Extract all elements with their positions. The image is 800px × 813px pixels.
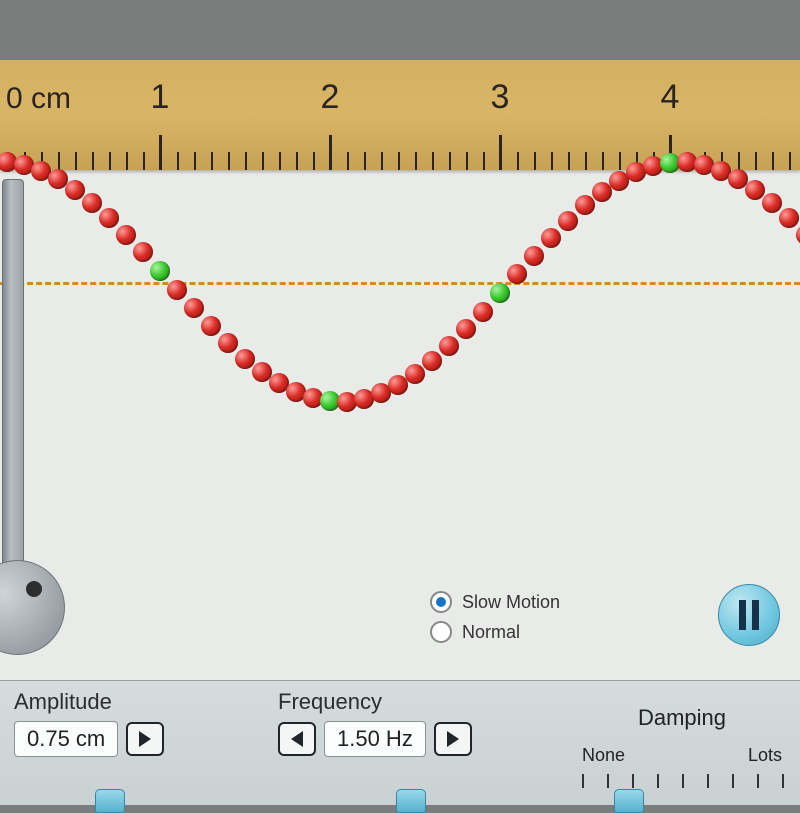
chevron-right-icon: [137, 730, 153, 748]
radio-icon: [430, 591, 452, 613]
frequency-control: Frequency 1.50 Hz: [278, 689, 472, 757]
damping-tick: [757, 774, 759, 788]
speed-radio-group: Slow Motion Normal: [430, 591, 560, 651]
damping-tick: [782, 774, 784, 788]
bead: [99, 208, 119, 228]
bead: [762, 193, 782, 213]
damping-tick: [632, 774, 634, 788]
bead: [65, 180, 85, 200]
bead: [524, 246, 544, 266]
bead: [439, 336, 459, 356]
pause-icon: [739, 600, 746, 630]
pause-icon: [752, 600, 759, 630]
bead: [796, 225, 800, 245]
bead: [779, 208, 799, 228]
damping-slider-thumb[interactable]: [614, 789, 644, 813]
simulation-stage: 0 cm 1234 Slow Motion Normal: [0, 60, 800, 680]
amplitude-value[interactable]: 0.75 cm: [14, 721, 118, 757]
damping-tick: [582, 774, 584, 788]
damping-tick: [657, 774, 659, 788]
bead-marker: [490, 283, 510, 303]
chevron-right-icon: [445, 730, 461, 748]
frequency-slider-thumb[interactable]: [396, 789, 426, 813]
bead: [575, 195, 595, 215]
chevron-left-icon: [289, 730, 305, 748]
damping-tick: [732, 774, 734, 788]
wave-beads: [0, 60, 800, 680]
bead-marker: [150, 261, 170, 281]
bead: [218, 333, 238, 353]
frequency-value[interactable]: 1.50 Hz: [324, 721, 426, 757]
damping-max-label: Lots: [748, 745, 782, 766]
amplitude-increase-button[interactable]: [126, 722, 164, 756]
bead: [473, 302, 493, 322]
bead: [541, 228, 561, 248]
bead: [507, 264, 527, 284]
bead: [456, 319, 476, 339]
radio-slow-motion[interactable]: Slow Motion: [430, 591, 560, 613]
frequency-increase-button[interactable]: [434, 722, 472, 756]
damping-tick: [607, 774, 609, 788]
damping-tick: [682, 774, 684, 788]
control-panel: Amplitude 0.75 cm Frequency 1.50 Hz Damp…: [0, 680, 800, 805]
bead: [558, 211, 578, 231]
bead: [201, 316, 221, 336]
radio-icon: [430, 621, 452, 643]
bead: [167, 280, 187, 300]
damping-min-label: None: [582, 745, 625, 766]
radio-label: Normal: [462, 622, 520, 643]
frequency-decrease-button[interactable]: [278, 722, 316, 756]
radio-label: Slow Motion: [462, 592, 560, 613]
damping-track[interactable]: [582, 768, 782, 788]
damping-tick: [707, 774, 709, 788]
amplitude-control: Amplitude 0.75 cm: [14, 689, 164, 757]
frequency-label: Frequency: [278, 689, 472, 715]
bead: [405, 364, 425, 384]
radio-normal[interactable]: Normal: [430, 621, 560, 643]
bead: [82, 193, 102, 213]
bead: [235, 349, 255, 369]
bead: [184, 298, 204, 318]
bead: [745, 180, 765, 200]
bead: [133, 242, 153, 262]
bead: [116, 225, 136, 245]
bead: [422, 351, 442, 371]
damping-control: Damping None Lots: [582, 705, 782, 788]
amplitude-label: Amplitude: [14, 689, 164, 715]
amplitude-slider-thumb[interactable]: [95, 789, 125, 813]
damping-label: Damping: [582, 705, 782, 731]
play-pause-button[interactable]: [718, 584, 780, 646]
